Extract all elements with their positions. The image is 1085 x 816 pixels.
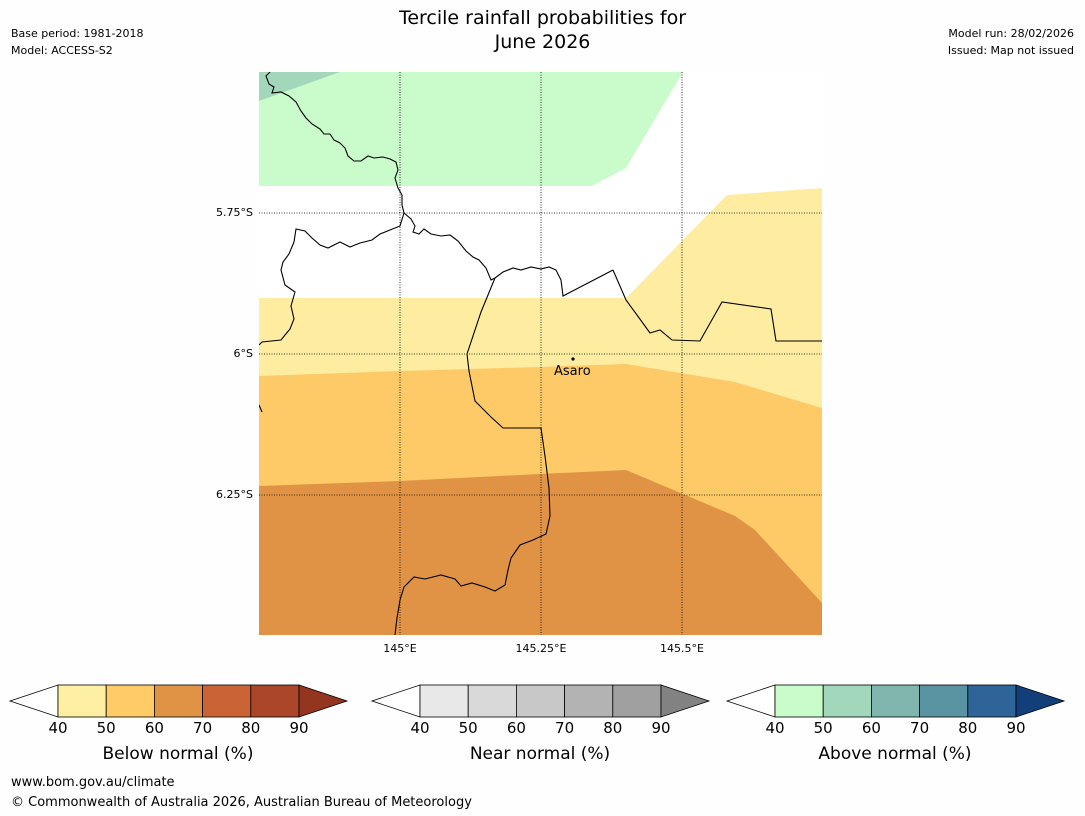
colorbar-above-normal-tick-90: 90	[1006, 719, 1026, 737]
colorbar-near-normal-segment-4	[612, 684, 662, 718]
border-east	[612, 269, 822, 342]
base-period-text: Base period: 1981-2018	[11, 27, 144, 40]
above-normal-40-50-region	[259, 72, 683, 186]
colorbar-near-normal-tick-90: 90	[651, 719, 671, 737]
lat-label-6: 6°S	[233, 347, 253, 360]
border-central	[394, 277, 551, 635]
colorbar-near-normal-label: Near normal (%)	[469, 744, 611, 764]
meta-left: Base period: 1981-2018 Model: ACCESS-S2	[11, 25, 143, 59]
colorbar-below-normal-tick-60: 60	[144, 719, 164, 737]
colorbar-above-normal	[725, 684, 1066, 718]
border-west-lobe	[259, 212, 405, 346]
colorbar-below-normal-extend-high	[298, 684, 349, 718]
colorbar-below-normal-tick-80: 80	[241, 719, 261, 737]
colorbar-near-normal-text: Near normal (%) 40 50 60 70 80 90	[372, 684, 712, 774]
colorbar-near-normal-tick-50: 50	[458, 719, 478, 737]
issued-text: Issued: Map not issued	[947, 44, 1074, 57]
colorbar-above-normal-tick-50: 50	[813, 719, 833, 737]
colorbar-below-normal-text: Below normal (%) 40 50 60 70 80 90	[10, 684, 350, 774]
colorbar-below-normal-tick-70: 70	[193, 719, 213, 737]
colorbar-below-normal-segment-1	[105, 684, 155, 718]
colorbar-near-normal-tick-40: 40	[410, 719, 430, 737]
map-title-line1: Tercile rainfall probabilities for	[398, 7, 687, 29]
lat-label-6-25: 6.25°S	[216, 488, 253, 501]
colorbar-near-normal-extend-high	[660, 684, 711, 718]
colorbar-near-normal-segment-2	[516, 684, 566, 718]
footer-copyright: © Commonwealth of Australia 2026, Austra…	[11, 795, 472, 810]
province-borders	[259, 72, 822, 635]
border-northwest	[265, 72, 614, 297]
colorbar-near-normal-tick-70: 70	[555, 719, 575, 737]
colorbar-below-normal-segment-3	[202, 684, 252, 718]
town-label: Asaro	[554, 364, 591, 379]
footer-url: www.bom.gov.au/climate	[11, 775, 175, 790]
colorbar-near-normal-tick-60: 60	[506, 719, 526, 737]
colorbar-below-normal-segment-2	[153, 684, 203, 718]
colorbar-above-normal-extend-high	[1015, 684, 1066, 718]
colorbar-above-normal-text: Above normal (%) 40 50 60 70 80 90	[727, 684, 1067, 774]
meta-right: Model run: 28/02/2026 Issued: Map not is…	[948, 25, 1074, 59]
colorbar-above-normal-segment-4	[967, 684, 1017, 718]
model-text: Model: ACCESS-S2	[11, 44, 113, 57]
lon-label-145: 145°E	[383, 642, 417, 655]
border-southwest	[259, 404, 263, 413]
lat-label-5-75: 5.75°S	[216, 206, 253, 219]
colorbar-below-normal-tick-90: 90	[289, 719, 309, 737]
colorbar-near-normal	[370, 684, 711, 718]
colorbar-near-normal-tick-80: 80	[603, 719, 623, 737]
map-title-line2: June 2026	[494, 31, 591, 53]
colorbar-above-normal-segment-2	[871, 684, 921, 718]
colorbar-above-normal-tick-70: 70	[910, 719, 930, 737]
colorbar-above-normal-segment-0	[774, 684, 824, 718]
map-area	[259, 72, 822, 635]
colorbar-near-normal-segment-0	[419, 684, 469, 718]
colorbar-above-normal-tick-40: 40	[765, 719, 785, 737]
colorbar-below-normal-label: Below normal (%)	[102, 744, 254, 764]
map-title: Tercile rainfall probabilities for June …	[0, 6, 1085, 54]
colorbar-above-normal-label: Above normal (%)	[818, 744, 972, 764]
colorbar-near-normal-segment-3	[564, 684, 614, 718]
colorbar-below-normal-tick-40: 40	[48, 719, 68, 737]
above-normal-50-60-region	[259, 72, 340, 101]
town-marker	[571, 357, 575, 361]
colorbar-above-normal-segment-3	[919, 684, 969, 718]
model-run-text: Model run: 28/02/2026	[948, 27, 1074, 40]
colorbar-above-normal-tick-60: 60	[861, 719, 881, 737]
lon-label-145-25: 145.25°E	[515, 642, 567, 655]
colorbar-below-normal	[8, 684, 349, 718]
lon-label-145-5: 145.5°E	[660, 642, 704, 655]
colorbar-below-normal-tick-50: 50	[96, 719, 116, 737]
below-normal-60-70-region	[259, 470, 822, 635]
colorbar-below-normal-segment-0	[57, 684, 107, 718]
colorbar-above-normal-tick-80: 80	[958, 719, 978, 737]
